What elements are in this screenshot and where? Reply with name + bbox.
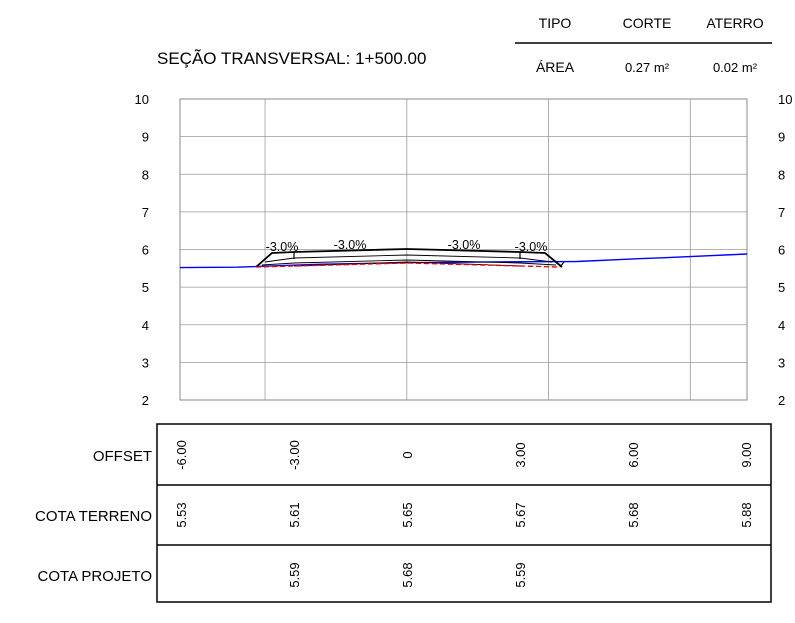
pavement-top-edge — [255, 248, 563, 268]
chart-grid — [179, 98, 748, 401]
table-cell-terreno: 5.53 — [174, 502, 189, 527]
slope-labels: -3.0% -3.0% -3.0% -3.0% — [266, 238, 548, 254]
y-tick-label-right: 7 — [778, 205, 785, 220]
section-title: SEÇÃO TRANSVERSAL: 1+500.00 — [157, 49, 426, 68]
table-cell-offset: 9.00 — [739, 442, 754, 467]
table-cell-projeto: 5.59 — [513, 562, 528, 587]
table-label-offset: OFFSET — [93, 448, 152, 465]
summary-col-corte: CORTE — [623, 15, 672, 31]
table-cell-offset: 0 — [400, 451, 415, 458]
fill-boundary — [255, 262, 561, 268]
table-label-projeto: COTA PROJETO — [38, 568, 152, 585]
y-tick-label-left: 9 — [142, 130, 149, 145]
summary-col-tipo: TIPO — [539, 15, 572, 31]
y-tick-label-left: 10 — [135, 92, 149, 107]
slope-label: -3.0% — [515, 240, 548, 254]
table-border — [156, 423, 772, 603]
y-tick-label-left: 7 — [142, 205, 149, 220]
y-tick-label-right: 10 — [778, 92, 792, 107]
table-label-terreno: COTA TERRENO — [35, 508, 152, 525]
slope-label: -3.0% — [266, 240, 299, 254]
y-tick-label-right: 2 — [778, 393, 785, 408]
slope-label: -3.0% — [334, 238, 367, 252]
y-tick-label-right: 9 — [778, 130, 785, 145]
table-cell-offset: -3.00 — [287, 440, 302, 470]
summary-col-aterro: ATERRO — [706, 15, 763, 31]
table-cell-terreno: 5.88 — [739, 502, 754, 527]
pavement-layer-2 — [261, 259, 557, 266]
y-tick-label-left: 2 — [142, 393, 149, 408]
y-tick-label-right: 8 — [778, 167, 785, 182]
table-cell-terreno: 5.68 — [626, 502, 641, 527]
table-cell-terreno: 5.65 — [400, 502, 415, 527]
y-tick-label-right: 6 — [778, 243, 785, 258]
pavement-toe-right — [559, 261, 565, 268]
slope-label: -3.0% — [448, 238, 481, 252]
table-cell-offset: 3.00 — [513, 442, 528, 467]
table-cell-terreno: 5.67 — [513, 502, 528, 527]
table-cells: -6.00 -3.00 0 3.00 6.00 9.00 5.53 5.61 5.65 5.67 5… — [174, 440, 754, 587]
chart-y-ticks: 10 10 9 9 8 8 7 7 6 6 5 5 4 4 3 3 2 2 — [135, 92, 793, 408]
data-table: OFFSET COTA TERRENO COTA PROJETO -6.00 -3… — [35, 423, 772, 603]
table-cell-offset: -6.00 — [174, 440, 189, 470]
summary-corte-value: 0.27 m² — [625, 60, 670, 75]
pavement-layer-1 — [264, 254, 553, 263]
y-tick-label-left: 6 — [142, 243, 149, 258]
summary-table: TIPO CORTE ATERRO ÁREA 0.27 m² 0.02 m² — [515, 15, 772, 75]
summary-row-area: ÁREA — [536, 59, 575, 75]
table-cell-terreno: 5.61 — [287, 502, 302, 527]
pavement-layers — [255, 248, 565, 268]
table-cell-projeto: 5.68 — [400, 562, 415, 587]
table-cell-projeto: 5.59 — [287, 562, 302, 587]
y-tick-label-left: 3 — [142, 355, 149, 370]
y-tick-label-left: 4 — [142, 318, 149, 333]
summary-aterro-value: 0.02 m² — [713, 60, 758, 75]
y-tick-label-left: 8 — [142, 167, 149, 182]
y-tick-label-left: 5 — [142, 280, 149, 295]
y-tick-label-right: 4 — [778, 318, 785, 333]
table-cell-offset: 6.00 — [626, 442, 641, 467]
y-tick-label-right: 3 — [778, 355, 785, 370]
y-tick-label-right: 5 — [778, 280, 785, 295]
